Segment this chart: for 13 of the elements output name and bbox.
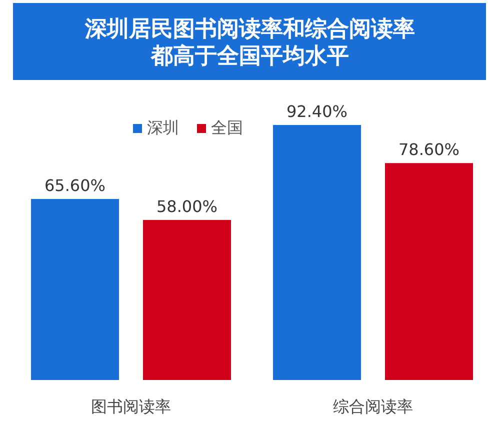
data-label: 92.40% bbox=[286, 102, 348, 121]
bar bbox=[143, 220, 231, 380]
data-label: 58.00% bbox=[156, 196, 218, 216]
legend-label: 全国 bbox=[211, 118, 243, 137]
bar bbox=[273, 125, 361, 380]
bar bbox=[31, 198, 119, 380]
legend-label: 深圳 bbox=[147, 118, 179, 137]
x-tick-label: 综合阅读率 bbox=[333, 397, 413, 416]
data-label: 65.60% bbox=[44, 176, 106, 195]
chart-title: 深圳居民图书阅读率和综合阅读率都高于全国平均水平 bbox=[84, 16, 415, 69]
data-label: 78.60% bbox=[398, 140, 460, 160]
x-tick-label: 图书阅读率 bbox=[91, 397, 171, 416]
bar bbox=[385, 163, 473, 380]
